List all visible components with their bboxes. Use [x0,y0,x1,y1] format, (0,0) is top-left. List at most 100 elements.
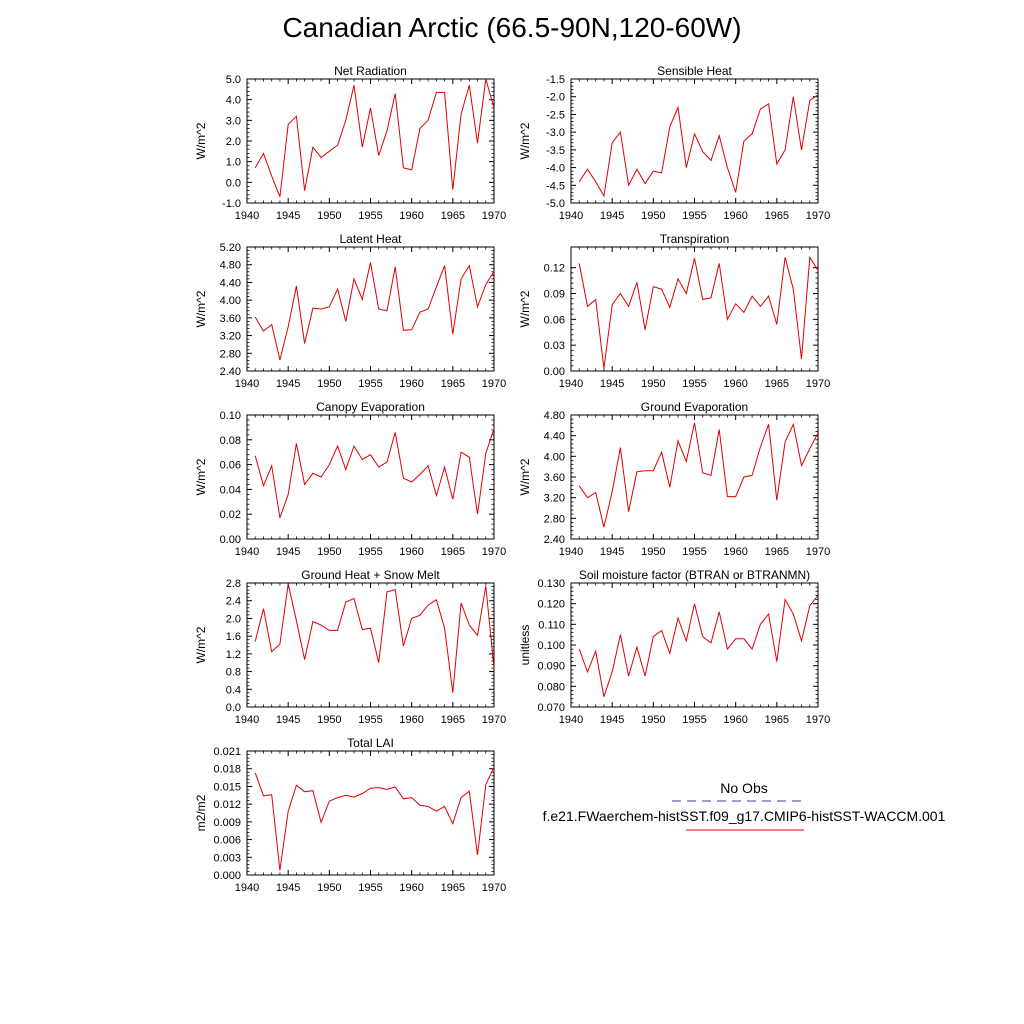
y-tick-label: -4.0 [546,163,565,175]
chart-panel-9: 1940 1945 1950 1955 1960 1965 1970 0.000 0.003 0.… [194,736,506,894]
x-tick-label: 1965 [765,546,789,558]
x-tick-label: 1955 [682,378,706,390]
chart-title: Sensible Heat [657,64,732,78]
y-tick-label: 0.006 [213,835,241,847]
chart-panel-6: 1940 1945 1950 1955 1960 1965 1970 2.40 2.80 3.20… [518,400,830,558]
plot-frame [246,750,495,876]
chart-panel-4: 1940 1945 1950 1955 1960 1965 1970 0.00 0.03 0.06… [518,232,830,390]
chart-panel-3: 1940 1945 1950 1955 1960 1965 1970 2.40 2.80 3.20… [194,232,506,390]
x-tick-label: 1950 [317,546,341,558]
y-tick-label: 0.09 [544,289,565,301]
x-tick-label: 1940 [235,882,259,894]
x-tick-label: 1940 [235,210,259,222]
x-tick-label: 1955 [682,546,706,558]
y-tick-label: 5.20 [220,242,241,254]
x-tick-label: 1965 [441,378,465,390]
x-tick-label: 1945 [276,714,300,726]
y-tick-label: 0.10 [220,410,241,422]
y-tick-label: 0.02 [220,509,241,521]
y-axis-label: W/m^2 [518,290,532,327]
y-tick-label: 0.03 [544,340,565,352]
y-tick-label: -2.5 [546,109,565,121]
y-tick-label: 4.40 [220,277,241,289]
y-tick-label: -3.0 [546,127,565,139]
y-tick-label: -5.0 [546,198,565,210]
x-tick-label: 1955 [358,546,382,558]
x-tick-label: 1960 [723,714,747,726]
x-tick-label: 1960 [399,882,423,894]
y-tick-label: 4.0 [226,95,241,107]
y-tick-label: -2.0 [546,92,565,104]
series-line [578,94,819,198]
x-tick-label: 1960 [399,210,423,222]
y-tick-label: 0.00 [544,366,565,378]
y-tick-label: 1.2 [226,649,241,661]
y-tick-label: 0.08 [220,435,241,447]
x-tick-label: 1955 [682,714,706,726]
y-tick-label: 0.110 [538,619,565,631]
x-tick-label: 1965 [441,714,465,726]
x-tick-label: 1970 [482,546,506,558]
page-title: Canadian Arctic (66.5-90N,120-60W) [282,12,742,43]
y-tick-label: -1.0 [222,198,241,210]
x-tick-label: 1960 [399,714,423,726]
x-tick-label: 1940 [559,714,583,726]
x-tick-label: 1950 [317,714,341,726]
series-line [578,595,819,697]
y-tick-label: 2.40 [220,366,241,378]
y-tick-label: 0.00 [220,534,241,546]
y-tick-label: 2.8 [226,578,241,590]
chart-panel-5: 1940 1945 1950 1955 1960 1965 1970 0.00 0.02 0.04… [194,400,506,558]
y-tick-label: 0.06 [220,460,241,472]
x-tick-label: 1955 [682,210,706,222]
y-tick-label: 3.60 [220,313,241,325]
y-tick-label: 0.012 [213,799,241,811]
plot-frame [246,78,495,204]
x-tick-label: 1970 [806,546,830,558]
y-tick-label: 3.20 [220,331,241,343]
y-tick-label: 4.80 [220,260,241,272]
plot-frame [570,78,819,204]
plot-frame [570,582,819,708]
y-tick-label: 0.015 [213,781,241,793]
x-tick-label: 1945 [600,378,624,390]
series-line [578,422,819,528]
x-tick-label: 1955 [358,378,382,390]
x-tick-label: 1960 [723,378,747,390]
y-axis-label: W/m^2 [194,626,208,663]
y-tick-label: 2.0 [226,613,241,625]
chart-title: Transpiration [660,232,730,246]
y-tick-label: 0.009 [213,817,241,829]
y-tick-label: -4.5 [546,180,565,192]
chart-panel-2: 1940 1945 1950 1955 1960 1965 1970 -5.0 -4.5 -4.0… [518,64,830,222]
x-tick-label: 1955 [358,882,382,894]
x-tick-label: 1950 [317,882,341,894]
x-tick-label: 1960 [723,546,747,558]
x-tick-label: 1970 [482,378,506,390]
y-axis-label: unitless [518,625,532,666]
y-tick-label: 0.130 [537,578,565,590]
chart-title: Canopy Evaporation [316,400,425,414]
y-tick-label: 0.090 [537,661,565,673]
y-tick-label: 0.4 [226,684,241,696]
y-tick-label: 0.080 [537,681,565,693]
x-tick-label: 1965 [765,210,789,222]
y-tick-label: 1.0 [226,157,241,169]
y-tick-label: 2.0 [226,136,241,148]
x-tick-label: 1955 [358,714,382,726]
y-tick-label: 2.80 [220,348,241,360]
y-tick-label: 0.12 [544,263,565,275]
y-tick-label: 3.20 [544,493,565,505]
x-tick-label: 1940 [559,546,583,558]
y-tick-label: 0.0 [226,702,241,714]
x-tick-label: 1965 [765,378,789,390]
x-tick-label: 1950 [641,714,665,726]
y-tick-label: 1.6 [226,631,241,643]
x-tick-label: 1940 [235,546,259,558]
series-line [254,428,495,519]
x-tick-label: 1950 [317,210,341,222]
x-tick-label: 1945 [276,210,300,222]
x-tick-label: 1960 [723,210,747,222]
x-tick-label: 1940 [235,714,259,726]
series-line [254,78,495,197]
